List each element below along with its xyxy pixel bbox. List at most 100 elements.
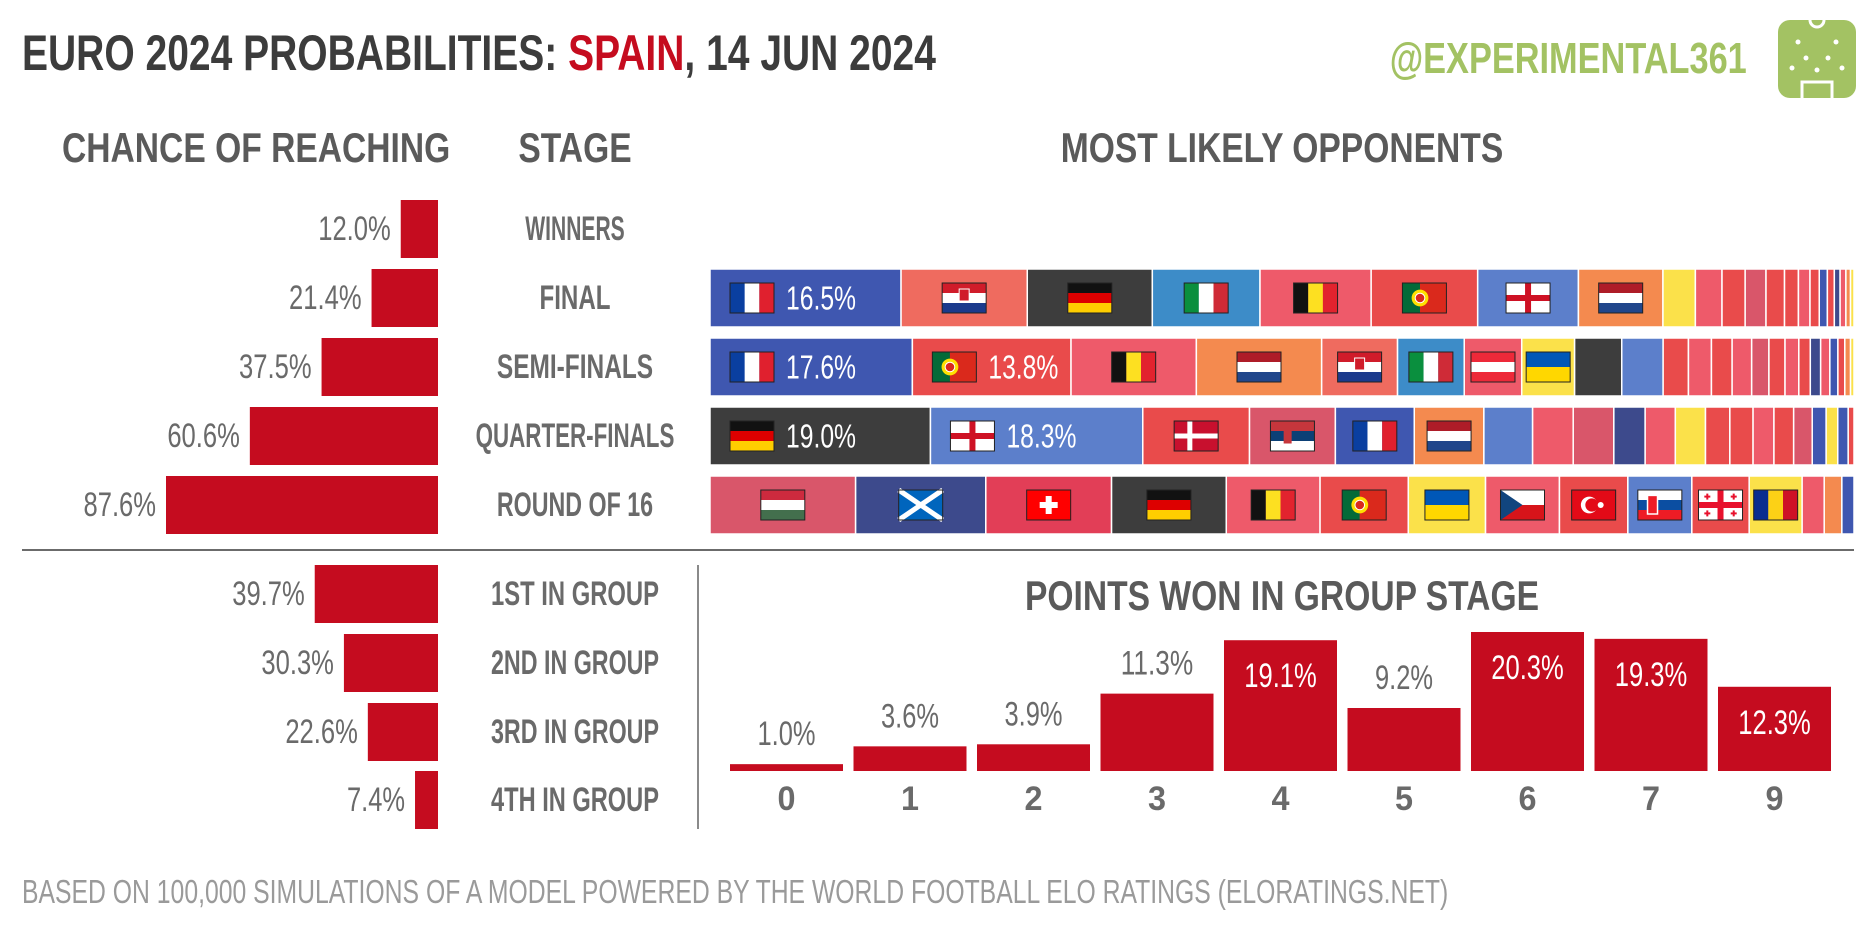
stage-label: WINNERS (525, 210, 624, 248)
opponent-segment (1841, 475, 1855, 535)
flag-france (729, 282, 775, 314)
opponent-segment (1573, 337, 1623, 397)
group-stage-label: 4TH IN GROUP (491, 781, 659, 819)
flag-france (1352, 420, 1398, 452)
opponent-segment (1773, 406, 1795, 466)
group-stage-label: 1ST IN GROUP (491, 575, 659, 613)
points-bar-5 (1347, 708, 1461, 771)
group-finish-label: 7.4% (347, 781, 405, 819)
opponent-segment (1662, 268, 1697, 328)
flag-ukraine (1525, 351, 1571, 383)
points-pct-label: 1.0% (758, 715, 816, 753)
flag-serbia (1269, 420, 1315, 452)
flag-ukraine (1424, 489, 1470, 521)
opponent-segment (1818, 268, 1829, 328)
opponent-segment (1847, 406, 1855, 466)
opponent-segment (1750, 337, 1770, 397)
points-axis-label: 4 (1272, 780, 1290, 818)
reach-label: 87.6% (84, 486, 157, 524)
header-points-won: POINTS WON IN GROUP STAGE (1025, 572, 1539, 619)
opponents-row-semi-finals: 17.6% 13.8% (709, 337, 1855, 397)
opponent-segment (1644, 406, 1677, 466)
points-axis-label: 6 (1519, 780, 1537, 818)
section-divider (22, 549, 1854, 551)
opponent-segment (1819, 337, 1831, 397)
opponents-row-quarter-finals: 19.0% 18.3% (709, 406, 1855, 466)
opponent-segment-serbia (1248, 406, 1337, 466)
opponent-segment (1752, 406, 1775, 466)
opponent-segment (1825, 406, 1839, 466)
opponent-segment (1721, 268, 1746, 328)
opponent-segment (1809, 337, 1822, 397)
flag-portugal (1341, 489, 1387, 521)
points-axis-label: 1 (901, 780, 919, 818)
flag-italy (1183, 282, 1229, 314)
reach-label: 37.5% (239, 348, 312, 386)
flag-belgium (1250, 489, 1296, 521)
opponent-pct-label: 13.8% (988, 349, 1058, 386)
points-axis-label: 7 (1642, 780, 1660, 818)
opponent-segment (1801, 475, 1825, 535)
opponent-segment (1839, 268, 1847, 328)
points-bar-6 (1471, 632, 1584, 771)
flag-scotland (897, 487, 945, 523)
flag-croatia (941, 282, 987, 314)
opponent-segment (1792, 406, 1813, 466)
opponent-pct-label: 16.5% (786, 280, 856, 317)
opponent-segment (1621, 337, 1664, 397)
group-stage-label: 2ND IN GROUP (491, 644, 659, 682)
stage-label: SEMI-FINALS (497, 348, 653, 386)
points-axis-label: 9 (1766, 780, 1784, 818)
reach-label: 21.4% (289, 279, 362, 317)
flag-portugal (931, 351, 977, 383)
points-axis-label: 0 (778, 780, 796, 818)
opponent-segment (1483, 406, 1534, 466)
reach-label: 60.6% (167, 417, 240, 455)
flag-austria (1470, 351, 1516, 383)
flag-romania (1753, 489, 1799, 521)
opponent-segment (1798, 337, 1812, 397)
reach-bar-quarter-finals (249, 407, 438, 465)
flag-netherlands (1426, 420, 1472, 452)
opponent-segment (1826, 268, 1836, 328)
stage-label: FINAL (540, 279, 611, 317)
flag-georgia (1698, 489, 1744, 521)
points-axis-label: 2 (1025, 780, 1043, 818)
title-country: SPAIN (568, 25, 685, 81)
reach-label: 12.0% (318, 210, 391, 248)
reach-bar-round-of-16 (166, 476, 438, 534)
flag-netherlands (1236, 351, 1282, 383)
opponent-pct-label: 18.3% (1006, 418, 1076, 455)
flag-czechia (1499, 489, 1545, 521)
opponent-segment (1744, 268, 1767, 328)
opponent-segment (1833, 268, 1841, 328)
opponent-segment (1729, 406, 1754, 466)
points-pct-label: 3.6% (881, 697, 939, 735)
header-stage: STAGE (518, 124, 632, 171)
flag-netherlands (1598, 282, 1644, 314)
points-bar-7 (1594, 638, 1708, 771)
stage-label: QUARTER-FINALS (476, 417, 675, 455)
opponent-segment (1823, 475, 1843, 535)
points-pct-label: 20.3% (1491, 649, 1564, 687)
reach-bar-final (371, 269, 438, 327)
points-axis-label: 5 (1395, 780, 1413, 818)
opponents-row-round-of-16 (709, 475, 1855, 535)
flag-belgium (1293, 282, 1339, 314)
opponent-segment (1797, 268, 1811, 328)
points-bar-0 (730, 764, 843, 771)
flag-france (729, 351, 775, 383)
vertical-divider (697, 565, 699, 829)
reach-bar-semi-finals (321, 338, 438, 396)
opponent-segment (1844, 337, 1852, 397)
opponent-segment (1811, 406, 1827, 466)
points-pct-label: 12.3% (1738, 704, 1811, 742)
points-axis-label: 3 (1148, 780, 1166, 818)
title-prefix: EURO 2024 PROBABILITIES: (22, 25, 569, 81)
group-finish-bar (314, 565, 438, 623)
opponent-segment (1768, 337, 1786, 397)
flag-croatia (1337, 351, 1383, 383)
flag-switzerland (1026, 489, 1072, 521)
flag-england (1505, 282, 1551, 314)
